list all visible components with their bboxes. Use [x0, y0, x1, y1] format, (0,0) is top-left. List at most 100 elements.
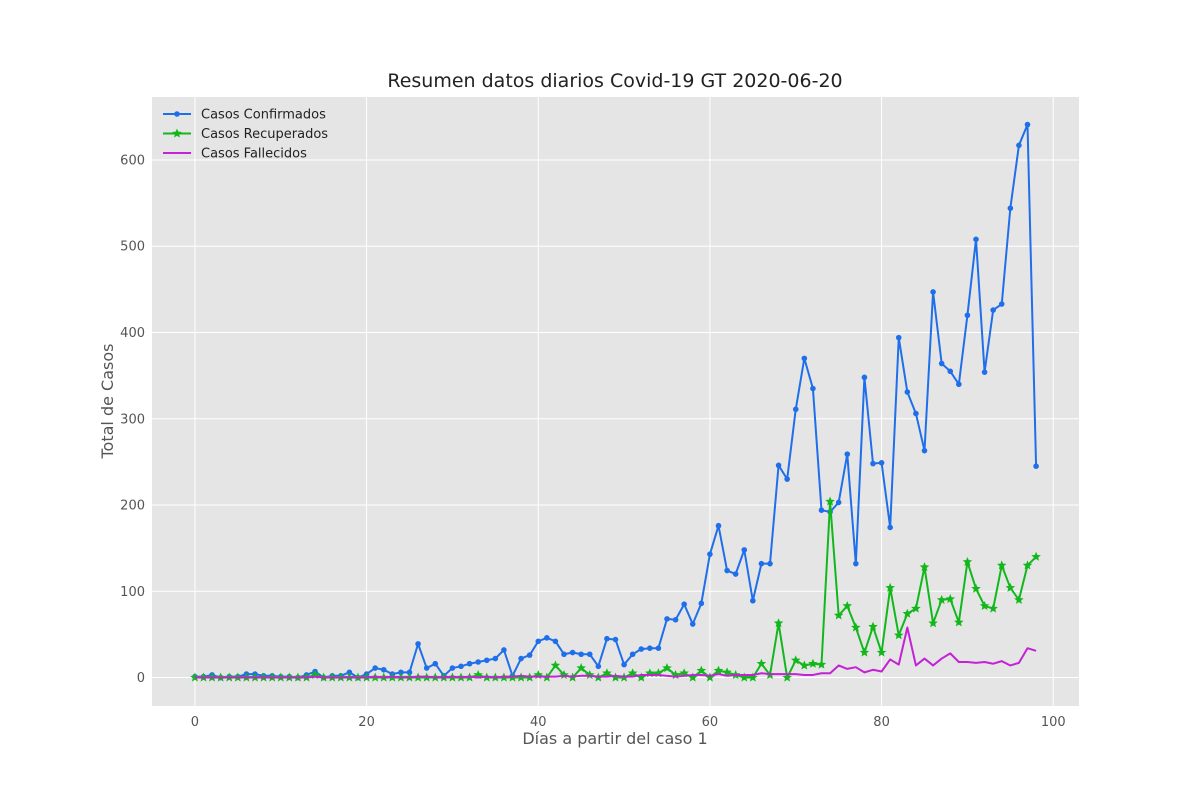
- data-point: [808, 658, 818, 668]
- data-point: [956, 381, 962, 388]
- data-point: [921, 447, 928, 454]
- data-point: [741, 547, 748, 553]
- data-point: [835, 499, 842, 506]
- data-point: [681, 601, 687, 608]
- legend-label: Casos Fallecidos: [201, 147, 307, 162]
- data-point: [724, 567, 730, 574]
- x-tick-label: 20: [358, 715, 375, 730]
- y-tick-label: 100: [120, 585, 145, 600]
- data-point: [526, 652, 533, 658]
- data-point: [732, 571, 739, 577]
- data-point: [861, 374, 868, 381]
- legend-item: Casos Confirmados: [163, 108, 326, 123]
- data-point: [990, 307, 996, 313]
- data-point: [380, 666, 387, 673]
- y-axis-label: Total de Casos: [98, 344, 117, 460]
- data-point: [346, 669, 353, 676]
- data-point: [415, 641, 421, 647]
- data-point: [928, 618, 938, 628]
- data-point: [945, 594, 956, 604]
- data-point: [878, 459, 885, 466]
- data-point: [423, 665, 430, 671]
- data-point: [602, 668, 612, 678]
- data-point: [604, 635, 610, 642]
- x-tick-label: 60: [702, 715, 719, 730]
- data-point: [406, 669, 413, 676]
- data-point: [655, 645, 662, 652]
- data-point: [576, 663, 586, 673]
- y-axis-ticks: 0 100 200 300 400 500 600: [120, 153, 145, 686]
- data-point: [758, 560, 765, 567]
- data-point: [1033, 463, 1039, 469]
- plot-background: [152, 97, 1079, 706]
- series-line-casos-fallecidos: [194, 626, 1037, 679]
- data-point: [629, 651, 636, 658]
- data-point: [687, 672, 698, 682]
- data-point: [801, 355, 808, 362]
- data-point: [705, 672, 715, 682]
- data-point: [870, 460, 876, 467]
- y-tick-label: 400: [120, 326, 145, 341]
- data-point: [1005, 582, 1016, 592]
- data-point: [398, 669, 404, 676]
- data-point: [1014, 594, 1024, 604]
- data-point: [664, 616, 670, 622]
- data-point: [612, 636, 619, 643]
- data-point: [552, 638, 559, 645]
- legend: Casos Confirmados Casos Recuperados Casos …: [163, 108, 328, 162]
- data-point: [851, 622, 861, 632]
- data-point: [833, 610, 844, 620]
- data-point: [911, 603, 921, 613]
- data-point: [756, 658, 767, 668]
- data-point: [627, 668, 638, 678]
- legend-label: Casos Confirmados: [201, 108, 326, 123]
- data-point: [981, 369, 988, 375]
- data-point: [636, 672, 647, 682]
- data-point: [962, 556, 973, 566]
- data-point: [954, 617, 964, 627]
- data-point: [971, 583, 981, 593]
- data-point: [885, 582, 895, 592]
- data-point: [578, 651, 584, 658]
- series-layer: [190, 121, 1041, 682]
- legend-item: Casos Recuperados: [163, 127, 328, 142]
- data-point: [621, 661, 627, 668]
- data-point: [475, 659, 481, 665]
- data-point: [739, 672, 750, 682]
- x-axis-label: Días a partir del caso 1: [522, 729, 707, 748]
- grid-lines: [152, 97, 1079, 706]
- data-point: [1031, 551, 1041, 561]
- data-point: [938, 360, 945, 367]
- data-point: [1024, 121, 1031, 128]
- data-point: [979, 600, 990, 610]
- data-point: [518, 655, 524, 662]
- legend-marker: [172, 128, 182, 138]
- data-point: [936, 594, 947, 604]
- y-tick-label: 200: [120, 499, 145, 514]
- data-point: [790, 655, 801, 665]
- x-tick-label: 100: [1041, 715, 1066, 730]
- legend-item: Casos Fallecidos: [163, 147, 307, 162]
- data-point: [825, 496, 835, 506]
- data-point: [190, 672, 200, 682]
- data-point: [750, 597, 756, 604]
- data-point: [988, 603, 998, 613]
- data-point: [818, 507, 825, 513]
- data-point: [784, 476, 790, 482]
- data-point: [707, 551, 713, 557]
- data-point: [930, 289, 936, 295]
- data-point: [902, 608, 913, 618]
- data-point: [876, 647, 887, 657]
- x-tick-label: 40: [530, 715, 547, 730]
- data-point: [913, 410, 919, 417]
- data-point: [544, 635, 550, 641]
- data-point: [647, 645, 653, 652]
- data-point: [672, 616, 679, 623]
- data-point: [853, 560, 859, 567]
- data-point: [868, 621, 878, 631]
- legend-label: Casos Recuperados: [201, 127, 328, 142]
- data-point: [887, 524, 893, 531]
- data-point: [372, 665, 378, 671]
- data-point: [586, 651, 593, 658]
